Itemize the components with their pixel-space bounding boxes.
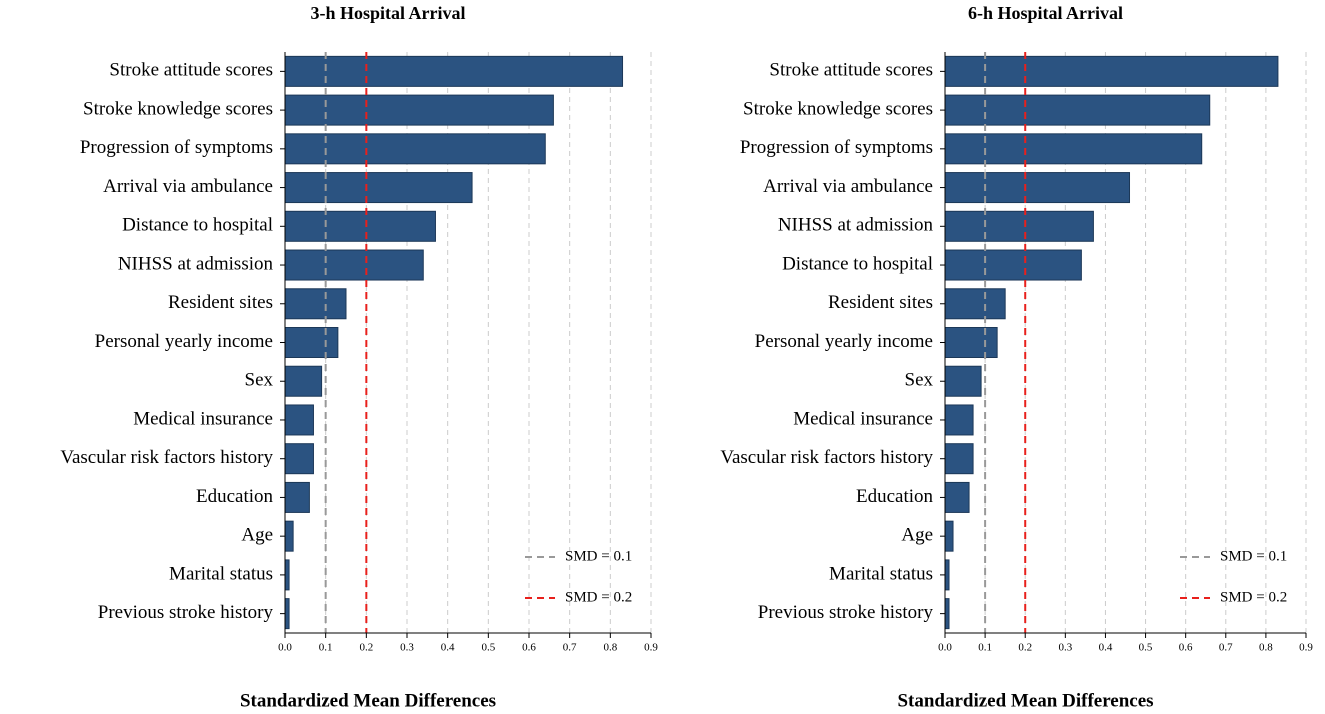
x-tick-label: 0.2 xyxy=(359,642,373,654)
x-tick-label: 0.7 xyxy=(563,642,577,654)
bar xyxy=(944,94,1211,126)
bar xyxy=(284,404,314,436)
y-tick-label: Stroke attitude scores xyxy=(109,60,273,81)
y-tick-label: Stroke knowledge scores xyxy=(743,98,933,119)
bar xyxy=(944,327,998,358)
bar xyxy=(944,210,1094,242)
x-tick-label: 0.3 xyxy=(400,642,414,654)
legend-label: SMD = 0.1 xyxy=(1220,548,1287,564)
bar xyxy=(284,520,294,552)
y-tick-label: Progression of symptoms xyxy=(740,137,933,158)
y-tick-label: Stroke attitude scores xyxy=(769,60,933,81)
bar xyxy=(944,288,1006,320)
bar xyxy=(284,443,314,475)
y-tick-label: Marital status xyxy=(829,563,933,584)
bar xyxy=(944,55,1279,87)
y-tick-label: Sex xyxy=(905,370,934,391)
legend-label: SMD = 0.2 xyxy=(565,589,632,605)
y-tick-label: Previous stroke history xyxy=(758,602,934,623)
y-tick-label: Age xyxy=(241,525,273,546)
bar xyxy=(944,133,1203,165)
bar xyxy=(284,133,546,165)
x-tick-label: 0.4 xyxy=(441,642,455,654)
bar xyxy=(284,481,310,513)
chart-title: 3-h Hospital Arrival xyxy=(310,3,465,23)
bar xyxy=(944,172,1131,204)
x-tick-label: 0.5 xyxy=(481,642,495,654)
legend-label: SMD = 0.1 xyxy=(565,548,632,564)
bar xyxy=(944,365,982,397)
x-tick-label: 0.0 xyxy=(278,642,292,654)
bar xyxy=(944,520,954,552)
bar xyxy=(284,288,347,320)
bar xyxy=(284,365,323,397)
x-tick-label: 0.6 xyxy=(522,642,536,654)
y-tick-label: Personal yearly income xyxy=(755,331,933,352)
bar xyxy=(284,598,290,630)
y-tick-label: Medical insurance xyxy=(793,408,933,429)
x-tick-label: 0.1 xyxy=(319,642,333,654)
x-axis-label: Standardized Mean Differences xyxy=(897,690,1153,711)
bar xyxy=(284,327,339,358)
y-tick-label: Arrival via ambulance xyxy=(763,176,933,197)
x-tick-label: 0.4 xyxy=(1099,642,1113,654)
chart-title: 6-h Hospital Arrival xyxy=(968,3,1123,23)
x-tick-label: 0.7 xyxy=(1219,642,1233,654)
bar xyxy=(944,481,970,513)
legend-label: SMD = 0.2 xyxy=(1220,589,1287,605)
x-tick-label: 0.2 xyxy=(1018,642,1032,654)
y-tick-label: Previous stroke history xyxy=(98,602,274,623)
x-tick-label: 0.8 xyxy=(603,642,617,654)
y-tick-label: Education xyxy=(856,486,934,507)
bar xyxy=(284,172,473,204)
y-tick-label: Marital status xyxy=(169,563,273,584)
x-tick-label: 0.9 xyxy=(644,642,658,654)
bar xyxy=(944,559,950,591)
bar xyxy=(284,210,436,242)
y-tick-label: Personal yearly income xyxy=(95,331,273,352)
y-tick-label: NIHSS at admission xyxy=(778,215,934,236)
y-tick-label: Education xyxy=(196,486,274,507)
y-tick-label: Stroke knowledge scores xyxy=(83,98,273,119)
y-tick-label: Distance to hospital xyxy=(782,253,933,274)
bar xyxy=(944,443,974,475)
y-tick-label: Arrival via ambulance xyxy=(103,176,273,197)
y-tick-label: Vascular risk factors history xyxy=(60,447,273,468)
bar xyxy=(284,559,290,591)
y-tick-label: Resident sites xyxy=(828,292,933,313)
x-tick-label: 0.1 xyxy=(978,642,992,654)
y-tick-label: Progression of symptoms xyxy=(80,137,273,158)
x-tick-label: 0.5 xyxy=(1139,642,1153,654)
y-tick-label: Resident sites xyxy=(168,292,273,313)
x-tick-label: 0.6 xyxy=(1179,642,1193,654)
bar xyxy=(284,94,554,126)
y-tick-label: Sex xyxy=(245,370,274,391)
bar xyxy=(944,404,974,436)
y-tick-label: Medical insurance xyxy=(133,408,273,429)
x-axis-label: Standardized Mean Differences xyxy=(240,690,496,711)
bar xyxy=(944,249,1082,281)
bar xyxy=(284,249,424,281)
bar xyxy=(944,598,950,630)
x-tick-label: 0.3 xyxy=(1058,642,1072,654)
y-tick-label: Age xyxy=(901,525,933,546)
y-tick-label: Vascular risk factors history xyxy=(720,447,933,468)
x-tick-label: 0.9 xyxy=(1299,642,1313,654)
bar xyxy=(284,55,624,87)
x-tick-label: 0.0 xyxy=(938,642,952,654)
y-tick-label: Distance to hospital xyxy=(122,215,273,236)
x-tick-label: 0.8 xyxy=(1259,642,1273,654)
y-tick-label: NIHSS at admission xyxy=(118,253,274,274)
